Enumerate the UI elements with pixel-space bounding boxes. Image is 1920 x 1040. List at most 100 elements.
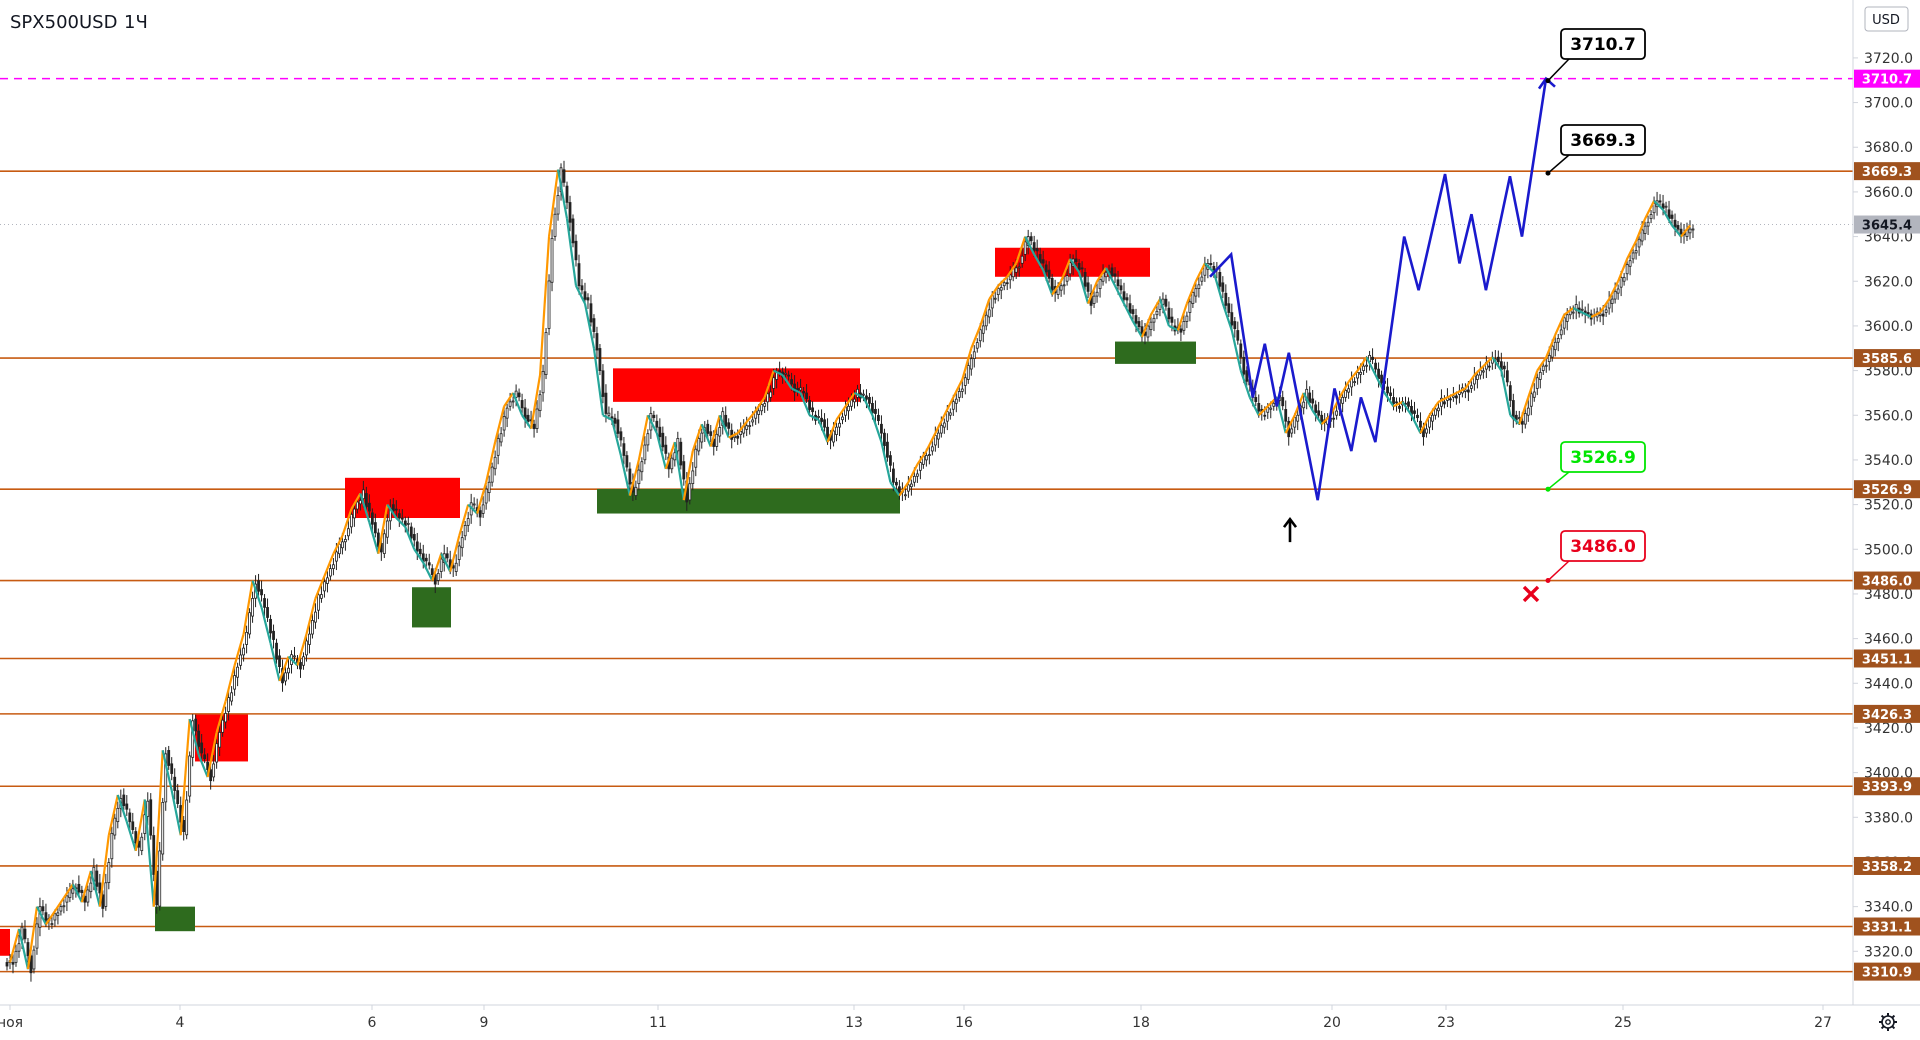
candle-body	[1125, 297, 1129, 301]
candle-body	[1008, 274, 1012, 281]
callout-label: 3526.9	[1570, 448, 1636, 468]
zigzag-segment	[1239, 370, 1251, 398]
candle-body	[275, 642, 278, 660]
callout-box[interactable]	[1560, 28, 1646, 60]
candle-body	[1224, 292, 1228, 306]
candle-body	[1481, 370, 1485, 373]
candle-body	[170, 763, 174, 774]
interval-label[interactable]: 1Ч	[124, 12, 148, 33]
candle-body	[1646, 221, 1650, 227]
zigzag-segment	[862, 396, 874, 416]
symbol-header[interactable]: SPX500USD 1Ч	[10, 12, 148, 33]
candle-body	[200, 742, 204, 754]
zigzag-segment	[1150, 298, 1161, 316]
candle-body	[664, 444, 668, 454]
y-tick-label: 3480.0	[1864, 587, 1913, 603]
currency-button[interactable]	[1864, 6, 1909, 32]
candle-body	[1374, 362, 1377, 370]
candle-body	[1131, 309, 1135, 315]
candle-body	[745, 425, 749, 430]
candle-body	[86, 889, 90, 903]
callout-box[interactable]	[1560, 530, 1646, 562]
plot-area[interactable]	[0, 76, 1853, 982]
candle-body	[1347, 388, 1351, 393]
candle-body	[5, 962, 9, 967]
candle-body	[1110, 267, 1114, 276]
candle-body	[1658, 200, 1662, 203]
zigzag-segment	[125, 821, 137, 852]
candle-body	[1257, 403, 1261, 412]
candle-body	[1269, 407, 1273, 410]
candle-body	[841, 416, 844, 421]
level-price-badge	[1854, 162, 1920, 181]
candle-body	[257, 580, 260, 592]
zigzag-segment	[1176, 303, 1188, 331]
zigzag-segment	[1455, 387, 1466, 394]
candle-body	[1164, 298, 1168, 307]
candle-body	[125, 803, 129, 810]
x-tick-label: 9	[480, 1015, 489, 1031]
zigzag-segment	[1096, 267, 1107, 282]
candle-body	[221, 719, 225, 733]
zigzag-segment	[1284, 414, 1296, 434]
candle-body	[50, 923, 54, 926]
candle-body	[886, 441, 889, 458]
candle-body	[1416, 414, 1419, 419]
candle-body	[266, 607, 269, 618]
zigzag-segment	[1599, 298, 1611, 314]
price-axis[interactable]: USD 3320.03340.03360.03380.03400.03420.0…	[0, 0, 1920, 1006]
candle-body	[957, 391, 961, 398]
candle-body	[927, 454, 931, 456]
candle-body	[1529, 393, 1533, 407]
candle-body	[1098, 279, 1102, 290]
zigzag-segment	[1006, 262, 1018, 278]
zigzag-segment	[1132, 320, 1143, 338]
candle-body	[1134, 315, 1138, 324]
candle-body	[376, 532, 380, 548]
candle-body	[1664, 205, 1668, 208]
candle-body	[996, 287, 1000, 296]
candle-body	[1673, 219, 1677, 228]
candle-body	[1452, 395, 1455, 398]
candle-body	[799, 387, 802, 391]
callout-box[interactable]	[1560, 441, 1646, 473]
settings-gear-icon[interactable]	[1879, 1013, 1897, 1031]
candle-body	[541, 371, 545, 394]
candle-body	[514, 390, 518, 398]
candle-body	[679, 441, 683, 466]
candle-body	[975, 342, 979, 349]
candle-body	[1122, 291, 1126, 300]
zigzag-segment	[1482, 356, 1494, 367]
zigzag-segment	[215, 700, 227, 733]
x-tick-label: 4	[176, 1015, 185, 1031]
time-axis[interactable]: ноя 4 6 9 11 13 16 18 20 23 25 27	[0, 1005, 1832, 1031]
candle-body	[418, 548, 422, 555]
candle-body	[481, 504, 485, 514]
candle-body	[960, 388, 964, 392]
candle-body	[1263, 414, 1267, 417]
level-price-label: 3426.3	[1862, 708, 1912, 723]
zigzag-segment	[1069, 258, 1081, 273]
candle-body	[346, 528, 350, 537]
candle-body	[14, 950, 18, 963]
candle-body	[793, 383, 797, 393]
candle-body	[1281, 397, 1285, 407]
candle-body	[1571, 311, 1575, 314]
candle-body	[233, 675, 236, 690]
candle-body	[862, 393, 865, 396]
zigzag-segment	[907, 463, 919, 483]
zigzag-segment	[278, 656, 290, 682]
x-tick-label: 27	[1814, 1015, 1832, 1031]
candle-body	[101, 894, 105, 909]
candle-body	[718, 427, 722, 437]
symbol-name[interactable]: SPX500USD	[10, 12, 117, 33]
y-tick-label: 3460.0	[1864, 632, 1913, 648]
current-price-label: 3645.4	[1862, 219, 1912, 234]
candle-body	[984, 314, 988, 327]
candle-body	[1104, 271, 1108, 278]
callout-box[interactable]	[1560, 124, 1646, 156]
candle-body	[604, 392, 608, 414]
candle-body	[610, 416, 614, 419]
